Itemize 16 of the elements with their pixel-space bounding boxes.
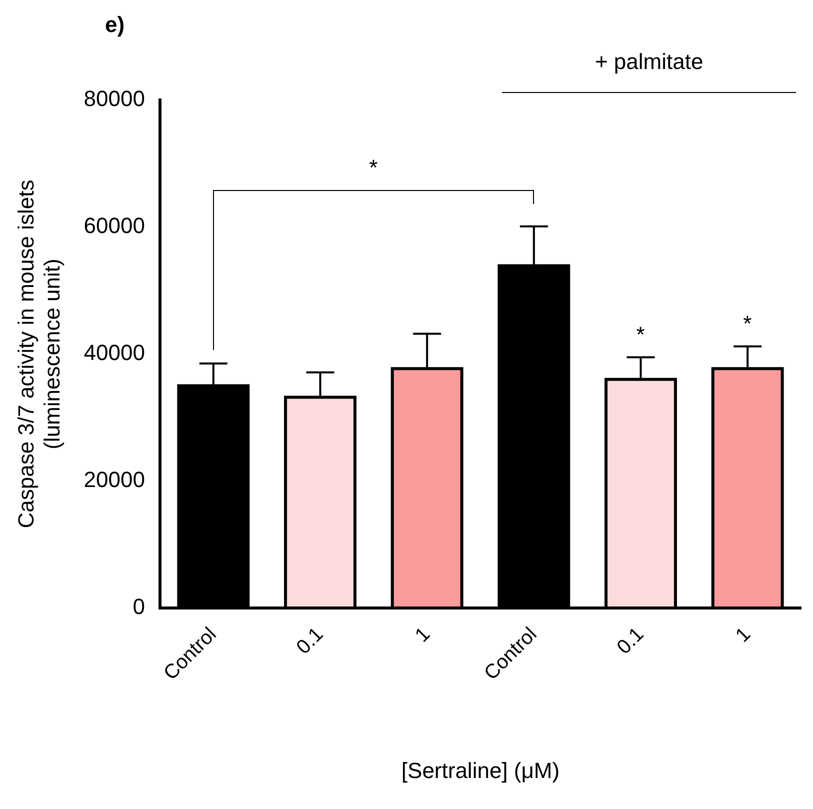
y-tick-label: 40000 (84, 340, 145, 366)
y-tick-label: 80000 (84, 86, 145, 112)
x-tick-label: 1 (411, 623, 435, 647)
y-tick-label: 0 (132, 594, 145, 620)
y-axis-title: Caspase 3/7 activity in mouse islets (luminescence unit) (13, 180, 65, 528)
x-tick-label: 0.1 (612, 623, 648, 659)
annotation: * (743, 311, 752, 338)
x-tick-label: 0.1 (292, 623, 328, 659)
x-tick-label: 1 (732, 623, 756, 647)
y-tick-label: 60000 (84, 213, 145, 238)
text: + palmitate (594, 49, 704, 75)
y-tick-label: 20000 (84, 467, 145, 492)
annotation: * (369, 155, 378, 181)
annotation: * (636, 322, 645, 348)
text: e) (105, 12, 125, 38)
x-axis-title: [Sertraline] (μM) (401, 758, 560, 783)
